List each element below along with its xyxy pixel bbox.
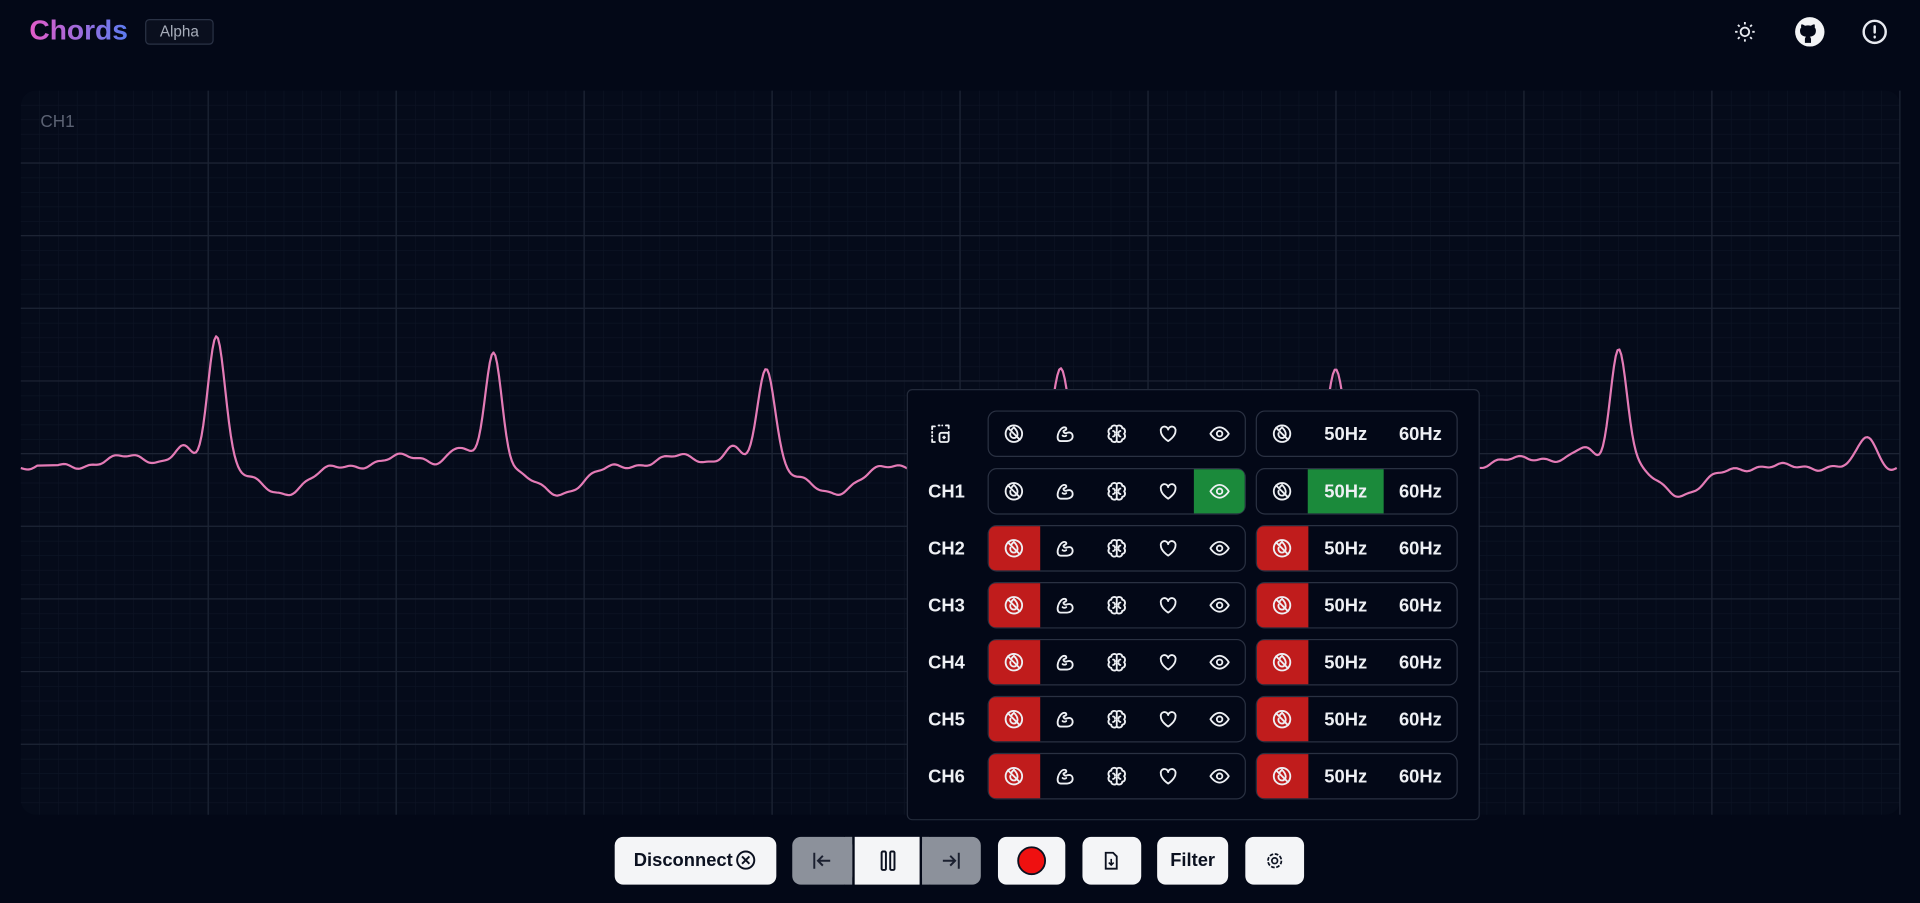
theme-toggle[interactable] — [1735, 22, 1755, 42]
disconnect-button[interactable]: Disconnect — [614, 836, 777, 885]
channel-name: CH4 — [928, 651, 966, 672]
navigation-group — [792, 836, 981, 885]
notch-option[interactable]: 60Hz — [1399, 594, 1442, 615]
notch-group — [1255, 638, 1458, 686]
info-button[interactable] — [1862, 19, 1887, 45]
channel-name: CH1 — [928, 480, 965, 501]
notch-group — [1255, 581, 1458, 629]
notch-group — [1255, 525, 1458, 572]
files-button[interactable] — [1082, 836, 1142, 885]
notch-option[interactable]: 60Hz — [1399, 651, 1442, 672]
pause-button[interactable] — [854, 836, 920, 885]
step-back-icon — [813, 852, 831, 869]
filter-group — [987, 468, 1246, 515]
notch-option[interactable]: 60Hz — [1399, 423, 1442, 444]
notch-option[interactable]: 50Hz — [1324, 765, 1367, 786]
filter-group — [987, 638, 1246, 686]
filter-group — [987, 752, 1246, 800]
notch-group — [1255, 468, 1458, 515]
notch-option[interactable]: 50Hz — [1324, 537, 1367, 558]
notch-option[interactable]: 60Hz — [1399, 480, 1442, 501]
notch-group — [1255, 695, 1458, 743]
notch-option[interactable]: 60Hz — [1399, 708, 1442, 729]
app-title: Chords — [29, 13, 128, 45]
notch-option[interactable]: 50Hz — [1324, 708, 1367, 729]
notch-option[interactable]: 50Hz — [1324, 594, 1367, 615]
grid — [20, 90, 1901, 815]
notch-option[interactable]: 50Hz — [1324, 423, 1367, 444]
filter-eog-active — [1193, 469, 1245, 514]
step-forward-icon — [942, 852, 960, 869]
github-link[interactable] — [1795, 17, 1825, 47]
settings-button[interactable] — [1245, 836, 1305, 885]
notch-group — [1255, 410, 1458, 458]
notch-option[interactable]: 60Hz — [1399, 765, 1442, 786]
notch-option[interactable]: 60Hz — [1399, 537, 1442, 558]
channel-name: CH5 — [928, 708, 965, 729]
badge — [145, 18, 214, 45]
channel-name: CH6 — [928, 765, 965, 786]
notch-option[interactable]: 50Hz — [1324, 480, 1367, 501]
filter-button[interactable]: Filter — [1157, 836, 1229, 885]
record-button[interactable] — [997, 836, 1066, 885]
filter-group — [987, 695, 1246, 743]
filter-group — [987, 581, 1246, 629]
channel-name: CH2 — [928, 537, 965, 558]
filter-group — [987, 410, 1246, 458]
notch-50-active — [1307, 469, 1384, 514]
filter-label: Filter — [1170, 849, 1215, 870]
filter-group — [987, 525, 1246, 572]
channel-label: CH1 — [40, 111, 74, 131]
disconnect-label: Disconnect — [634, 849, 733, 870]
notch-option[interactable]: 50Hz — [1324, 651, 1367, 672]
badge-text: Alpha — [160, 24, 200, 41]
notch-group — [1255, 752, 1458, 800]
channel-name: CH3 — [928, 594, 965, 615]
